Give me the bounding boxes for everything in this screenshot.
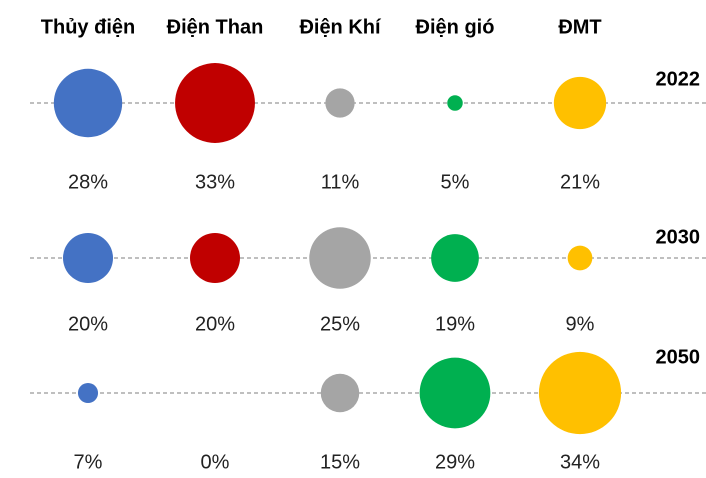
value-label: 9%: [566, 313, 595, 335]
year-label: 2050: [656, 346, 701, 368]
bubble: [419, 357, 491, 429]
column-header: Điện Khí: [299, 16, 382, 38]
value-label: 20%: [68, 313, 108, 335]
bubble: [175, 63, 255, 143]
column-header: Điện Than: [167, 16, 264, 38]
bubble: [447, 95, 463, 111]
bubble: [190, 233, 240, 283]
value-label: 29%: [435, 451, 475, 473]
value-label: 5%: [441, 171, 470, 193]
bubble: [77, 382, 99, 404]
value-label: 25%: [320, 313, 360, 335]
value-label: 11%: [321, 171, 360, 193]
value-label: 19%: [435, 313, 475, 335]
value-label: 21%: [560, 171, 600, 193]
bubble: [320, 373, 360, 413]
value-label: 20%: [195, 313, 235, 335]
bubble: [309, 227, 371, 289]
bubble: [538, 351, 622, 435]
bubble: [53, 68, 123, 138]
year-label: 2022: [656, 68, 701, 90]
value-label: 7%: [74, 451, 103, 473]
value-label: 28%: [68, 171, 108, 193]
bubble: [325, 88, 355, 118]
value-label: 0%: [201, 451, 230, 473]
bubble: [63, 233, 113, 283]
value-label: 15%: [320, 451, 360, 473]
value-label: 33%: [195, 171, 235, 193]
column-header: ĐMT: [558, 16, 601, 38]
year-label: 2030: [656, 226, 701, 248]
bubble: [431, 234, 479, 282]
bubble: [567, 245, 593, 271]
value-label: 34%: [560, 451, 600, 473]
bubble: [553, 76, 607, 130]
column-header: Điện gió: [416, 16, 495, 38]
column-header: Thủy điện: [41, 16, 135, 38]
